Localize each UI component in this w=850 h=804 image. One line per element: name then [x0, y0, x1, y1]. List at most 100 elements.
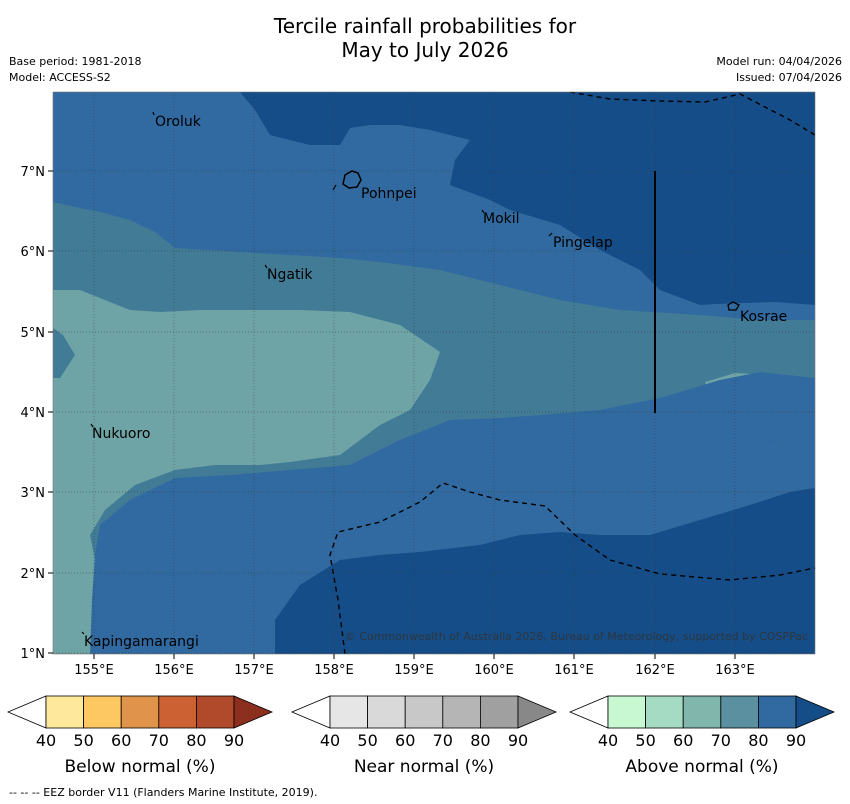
- lon-label: 158°E: [314, 663, 354, 678]
- lon-label: 160°E: [474, 663, 514, 678]
- legend-tick-label: 60: [395, 731, 415, 750]
- legend-swatch-high-end: [233, 695, 274, 729]
- base-period: Base period: 1981-2018: [9, 55, 142, 68]
- lat-label: 5°N: [21, 326, 46, 341]
- legends: 40 50 60 70 80 90 Below normal (%) 40 50 60 70 80 90…: [6, 695, 836, 777]
- legend-swatch-low-end: [568, 695, 609, 729]
- model-run: Model run: 04/04/2026: [716, 55, 842, 68]
- legend-swatch: [158, 695, 197, 729]
- lat-label: 3°N: [21, 486, 46, 501]
- legend-tick-label: 40: [320, 731, 340, 750]
- label-kapingamarangi: Kapingamarangi: [84, 634, 199, 650]
- legend-swatch: [479, 695, 519, 729]
- legend-tick-label: 60: [111, 731, 131, 750]
- legend-swatch: [120, 695, 160, 729]
- legend-swatch: [758, 695, 797, 729]
- eez-border-north: [569, 92, 815, 136]
- model-name: Model: ACCESS-S2: [9, 71, 111, 84]
- eez-border: [329, 92, 815, 654]
- lat-label: 7°N: [21, 165, 46, 180]
- legend-tick-label: 50: [357, 731, 377, 750]
- legend-swatch: [404, 695, 444, 729]
- meta-right: Model run: 04/04/2026 Issued: 07/04/2026: [716, 54, 842, 86]
- legend-swatch: [367, 695, 406, 729]
- legend-swatch-high-end: [517, 695, 558, 729]
- legend-swatch-low-end: [290, 695, 331, 729]
- lon-label: 162°E: [635, 663, 675, 678]
- issued-date: Issued: 07/04/2026: [735, 71, 842, 84]
- legend-near: 40 50 60 70 80 90 Near normal (%): [290, 695, 558, 777]
- gridlines: [53, 92, 815, 654]
- lon-label: 157°E: [234, 663, 274, 678]
- label-pohnpei: Pohnpei: [361, 186, 417, 202]
- label-kosrae: Kosrae: [740, 309, 787, 325]
- pingelap-atoll-mark: [548, 232, 553, 237]
- atoll-marks: [81, 111, 553, 635]
- legend-tick-label: 40: [598, 731, 618, 750]
- legend-above: 40 50 60 70 80 90 Above normal (%): [568, 695, 836, 777]
- legend-tick-label: 80: [186, 731, 206, 750]
- legend-swatch: [720, 695, 759, 729]
- zone-above-70-west: [53, 328, 75, 378]
- zone-above-60: [53, 290, 440, 654]
- map-axes: 155°E 156°E 157°E 158°E 159°E 160°E 161°E 162°E…: [21, 165, 755, 678]
- lon-label: 159°E: [394, 663, 434, 678]
- lon-label: 155°E: [74, 663, 114, 678]
- legend-swatch: [195, 695, 235, 729]
- legend-swatch: [682, 695, 722, 729]
- lon-label: 156°E: [154, 663, 194, 678]
- legend-tick-label: 60: [673, 731, 693, 750]
- eez-footnote: -- -- -- EEZ border V11 (Flanders Marine…: [9, 786, 318, 799]
- lat-label: 4°N: [21, 406, 46, 421]
- map-frame: [52, 91, 816, 655]
- label-ngatik: Ngatik: [267, 267, 313, 283]
- legend-swatch: [645, 695, 684, 729]
- lon-label: 161°E: [554, 663, 594, 678]
- legend-tick-label: 80: [748, 731, 768, 750]
- legend-tick-label: 50: [635, 731, 655, 750]
- legend-tick-label: 40: [36, 731, 56, 750]
- legend-swatch: [607, 695, 646, 729]
- legend-below: 40 50 60 70 80 90 Below normal (%): [6, 695, 274, 777]
- ngatik-atoll-mark: [264, 264, 268, 269]
- probability-map: Oroluk Pohnpei Mokil Pingelap Ngatik Kos…: [53, 92, 815, 654]
- copyright-text: © Commonwealth of Australia 2026, Bureau…: [345, 630, 808, 643]
- mokil-atoll-mark: [481, 209, 485, 214]
- legend-swatch: [83, 695, 122, 729]
- kosrae-island: [727, 301, 740, 311]
- pohnpei-island: [342, 170, 362, 189]
- legend-swatch: [442, 695, 481, 729]
- label-mokil: Mokil: [483, 211, 520, 227]
- pohnpei-islet: [332, 184, 337, 191]
- oroluk-atoll-mark: [152, 111, 155, 116]
- kapingamarangi-atoll-mark: [81, 631, 85, 635]
- legend-title: Near normal (%): [354, 757, 494, 777]
- lat-label: 6°N: [21, 245, 46, 260]
- zone-above-90-north: [240, 92, 815, 305]
- lat-label: 1°N: [21, 647, 46, 662]
- zone-above-80-south: [90, 372, 815, 654]
- lat-label: 2°N: [21, 567, 46, 582]
- meta-left: Base period: 1981-2018 Model: ACCESS-S2: [9, 54, 141, 86]
- title-line-1: Tercile rainfall probabilities for: [273, 14, 577, 38]
- legend-tick-label: 90: [786, 731, 806, 750]
- legend-swatch-low-end: [6, 695, 47, 729]
- legend-tick-label: 50: [73, 731, 93, 750]
- legend-swatch-high-end: [795, 695, 836, 729]
- lon-label: 163°E: [715, 663, 755, 678]
- legend-tick-label: 70: [711, 731, 731, 750]
- legend-tick-label: 90: [508, 731, 528, 750]
- legend-swatch: [45, 695, 84, 729]
- map-title: Tercile rainfall probabilities for May t…: [0, 14, 850, 62]
- label-pingelap: Pingelap: [553, 235, 613, 251]
- legend-tick-label: 90: [224, 731, 244, 750]
- legend-tick-label: 70: [433, 731, 453, 750]
- legend-tick-label: 80: [470, 731, 490, 750]
- legend-title: Above normal (%): [625, 757, 778, 777]
- label-oroluk: Oroluk: [155, 114, 202, 130]
- legend-swatch: [329, 695, 368, 729]
- legend-title: Below normal (%): [65, 757, 216, 777]
- label-nukuoro: Nukuoro: [92, 426, 150, 442]
- nukuoro-atoll-mark: [90, 423, 94, 428]
